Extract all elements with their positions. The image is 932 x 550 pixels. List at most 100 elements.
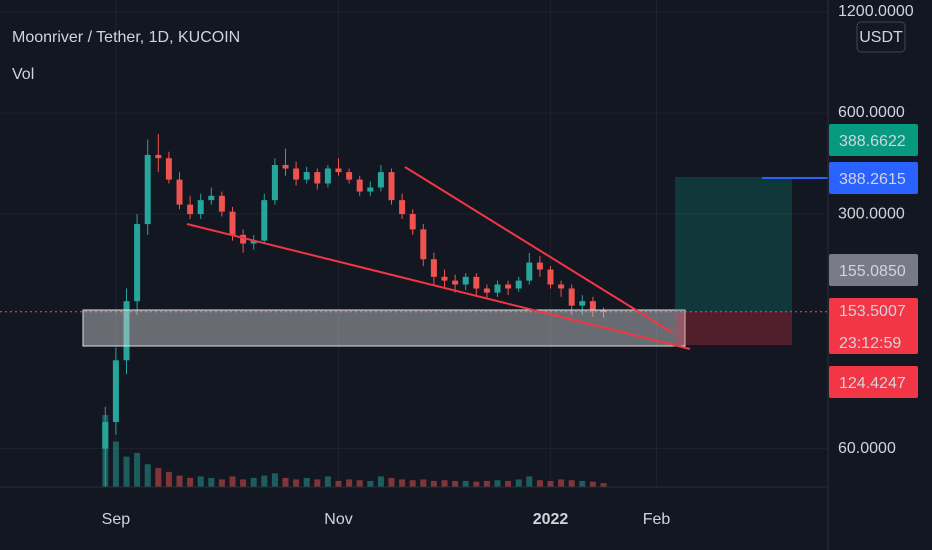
candle-body <box>155 154 162 159</box>
x-tick-label: Nov <box>324 511 352 528</box>
candle-body <box>367 187 374 192</box>
candle-body <box>452 280 459 285</box>
volume-bar <box>282 477 289 487</box>
candle-body <box>399 200 406 215</box>
volume-bar <box>271 473 278 487</box>
candle-body <box>600 310 607 312</box>
candle-body <box>112 360 119 423</box>
volume-bar <box>112 441 119 487</box>
candle-body <box>579 301 586 306</box>
candle-body <box>346 172 353 180</box>
volume-bar <box>441 480 448 487</box>
candle-body <box>208 195 215 201</box>
candle-body <box>197 200 204 215</box>
candle-body <box>144 154 151 225</box>
volume-bar <box>399 479 406 487</box>
candle-body <box>324 168 331 184</box>
price-label: 153.5007 <box>839 303 906 320</box>
candle-body <box>568 288 575 306</box>
x-tick-label: Sep <box>102 511 131 528</box>
price-label-box <box>829 298 918 354</box>
price-label-box <box>829 162 918 194</box>
volume-bar <box>462 480 469 487</box>
volume-bar <box>452 480 459 487</box>
volume-bar <box>515 479 522 487</box>
candle-body <box>271 165 278 201</box>
volume-bar <box>579 480 586 487</box>
volume-bar <box>197 476 204 487</box>
price-label: 23:12:59 <box>839 335 901 352</box>
volume-bar <box>430 480 437 487</box>
volume-bar <box>547 480 554 487</box>
currency-button-label[interactable]: USDT <box>859 29 903 46</box>
volume-bar <box>250 477 257 487</box>
volume-bar <box>176 475 183 487</box>
volume-bar <box>187 477 194 487</box>
candle-body <box>229 211 236 235</box>
candle-body <box>441 276 448 281</box>
volume-bar <box>600 483 607 487</box>
candle-body <box>547 269 554 285</box>
candle-body <box>505 284 512 289</box>
volume-bar <box>240 479 247 487</box>
y-tick-label: 600.0000 <box>838 104 905 121</box>
volume-bar <box>558 479 565 487</box>
candle-body <box>420 229 427 260</box>
volume-bar <box>208 477 215 487</box>
candle-body <box>526 262 533 281</box>
candle-body <box>134 224 141 302</box>
chart-title: Moonriver / Tether, 1D, KUCOIN <box>12 29 240 46</box>
volume-bar <box>324 476 331 487</box>
volume-bar <box>144 464 151 487</box>
candle-body <box>356 179 363 192</box>
volume-bar <box>505 480 512 487</box>
volume-bar <box>293 479 300 487</box>
volume-bar <box>473 481 480 487</box>
volume-bar <box>589 481 596 487</box>
price-label: 124.4247 <box>839 375 906 392</box>
volume-bar <box>155 468 162 487</box>
candle-body <box>430 259 437 277</box>
candle-body <box>462 276 469 285</box>
candle-body <box>483 288 490 293</box>
stop-zone <box>675 311 792 345</box>
candle-body <box>303 172 310 180</box>
currency-button[interactable] <box>856 21 906 53</box>
price-label: 388.2615 <box>839 171 906 188</box>
volume-bar <box>123 456 130 487</box>
y-tick-label: 60.0000 <box>838 440 896 457</box>
trend-line <box>404 166 674 334</box>
volume-bar <box>261 475 268 487</box>
y-tick-label: 1200.0000 <box>838 3 914 20</box>
candle-body <box>187 204 194 215</box>
x-tick-label: 2022 <box>533 511 569 528</box>
target-zone <box>675 177 792 311</box>
y-tick-label: 300.0000 <box>838 205 905 222</box>
candle-body <box>102 422 109 449</box>
candle-body <box>377 172 384 188</box>
price-label: 388.6622 <box>839 133 906 150</box>
candle-body <box>293 168 300 180</box>
candle-body <box>409 214 416 230</box>
candle-body <box>515 280 522 289</box>
candle-body <box>240 234 247 244</box>
volume-bar <box>346 479 353 487</box>
volume-bar <box>388 477 395 487</box>
volume-bar <box>409 480 416 487</box>
volume-bar <box>568 480 575 487</box>
volume-bar <box>218 479 225 487</box>
candle-body <box>558 284 565 289</box>
candle-body <box>123 301 130 361</box>
volume-bar <box>335 480 342 487</box>
volume-bar <box>165 471 172 487</box>
volume-bar <box>356 480 363 487</box>
volume-bar <box>536 480 543 487</box>
candle-body <box>335 168 342 173</box>
volume-bar <box>134 452 141 487</box>
volume-bar <box>483 480 490 487</box>
volume-label: Vol <box>12 66 34 83</box>
volume-bar <box>420 479 427 487</box>
candle-body <box>314 172 321 184</box>
volume-bar <box>377 476 384 487</box>
